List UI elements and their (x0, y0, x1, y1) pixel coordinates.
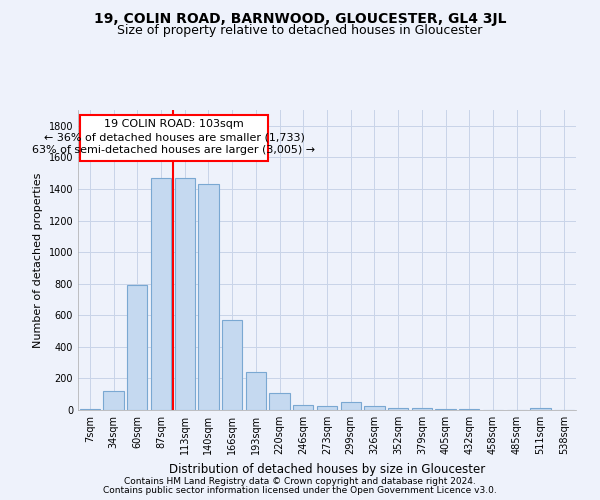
Text: Size of property relative to detached houses in Gloucester: Size of property relative to detached ho… (118, 24, 482, 37)
Bar (436, 409, 455, 410)
Text: Contains public sector information licensed under the Open Government Licence v3: Contains public sector information licen… (103, 486, 497, 495)
Bar (151, 178, 171, 410)
Bar (364, 406, 385, 410)
Bar (103, 391, 124, 410)
Text: Contains HM Land Registry data © Crown copyright and database right 2024.: Contains HM Land Registry data © Crown c… (124, 477, 476, 486)
Bar (317, 406, 337, 410)
Bar (388, 408, 408, 410)
Bar (269, 392, 290, 410)
Bar (341, 402, 361, 410)
Bar (127, 286, 148, 410)
Text: 19, COLIN ROAD, BARNWOOD, GLOUCESTER, GL4 3JL: 19, COLIN ROAD, BARNWOOD, GLOUCESTER, GL… (94, 12, 506, 26)
Bar (293, 406, 313, 410)
Bar (222, 320, 242, 410)
Text: 19 COLIN ROAD: 103sqm: 19 COLIN ROAD: 103sqm (104, 118, 244, 128)
Bar (530, 408, 551, 410)
X-axis label: Distribution of detached houses by size in Gloucester: Distribution of detached houses by size … (169, 462, 485, 475)
Bar (246, 372, 266, 410)
Bar (80, 409, 100, 410)
Text: ← 36% of detached houses are smaller (1,733): ← 36% of detached houses are smaller (1,… (44, 132, 304, 142)
Bar (175, 178, 195, 410)
Bar (199, 184, 218, 410)
Bar (412, 408, 432, 410)
Bar (459, 409, 479, 410)
Y-axis label: Number of detached properties: Number of detached properties (33, 172, 43, 348)
Text: 63% of semi-detached houses are larger (3,005) →: 63% of semi-detached houses are larger (… (32, 144, 316, 154)
